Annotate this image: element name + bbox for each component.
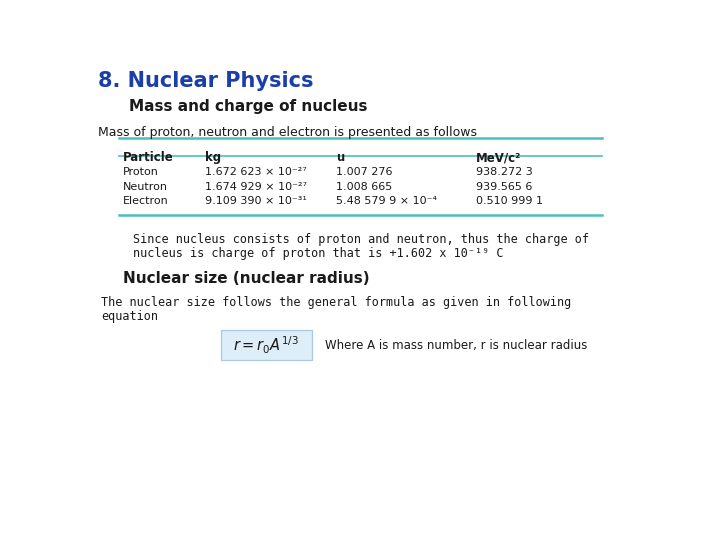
Text: The nuclear size follows the general formula as given in following: The nuclear size follows the general for… xyxy=(101,296,571,309)
Text: 1.008 665: 1.008 665 xyxy=(336,182,392,192)
Text: kg: kg xyxy=(204,151,221,164)
Text: MeV/c²: MeV/c² xyxy=(476,151,521,164)
Text: 939.565 6: 939.565 6 xyxy=(476,182,532,192)
Text: 8. Nuclear Physics: 8. Nuclear Physics xyxy=(98,71,313,91)
Text: Where A is mass number, r is nuclear radius: Where A is mass number, r is nuclear rad… xyxy=(325,339,588,352)
FancyBboxPatch shape xyxy=(221,330,312,361)
Text: nucleus is charge of proton that is +1.602 x 10⁻¹⁹ C: nucleus is charge of proton that is +1.6… xyxy=(132,247,503,260)
Text: Since nucleus consists of proton and neutron, thus the charge of: Since nucleus consists of proton and neu… xyxy=(132,233,589,246)
Text: 1.674 929 × 10⁻²⁷: 1.674 929 × 10⁻²⁷ xyxy=(204,182,307,192)
Text: equation: equation xyxy=(101,309,158,323)
Text: Mass of proton, neutron and electron is presented as follows: Mass of proton, neutron and electron is … xyxy=(98,126,477,139)
Text: 9.109 390 × 10⁻³¹: 9.109 390 × 10⁻³¹ xyxy=(204,197,307,206)
Text: 0.510 999 1: 0.510 999 1 xyxy=(476,197,543,206)
Text: Neutron: Neutron xyxy=(123,182,168,192)
Text: Proton: Proton xyxy=(123,167,159,177)
Text: 1.672 623 × 10⁻²⁷: 1.672 623 × 10⁻²⁷ xyxy=(204,167,307,177)
Text: Particle: Particle xyxy=(123,151,174,164)
Text: Electron: Electron xyxy=(123,197,169,206)
Text: 938.272 3: 938.272 3 xyxy=(476,167,533,177)
Text: 5.48 579 9 × 10⁻⁴: 5.48 579 9 × 10⁻⁴ xyxy=(336,197,438,206)
Text: 1.007 276: 1.007 276 xyxy=(336,167,393,177)
Text: Mass and charge of nucleus: Mass and charge of nucleus xyxy=(129,99,367,114)
Text: Nuclear size (nuclear radius): Nuclear size (nuclear radius) xyxy=(122,271,369,286)
Text: $r = r_0 A^{1/3}$: $r = r_0 A^{1/3}$ xyxy=(233,334,299,356)
Text: u: u xyxy=(336,151,345,164)
